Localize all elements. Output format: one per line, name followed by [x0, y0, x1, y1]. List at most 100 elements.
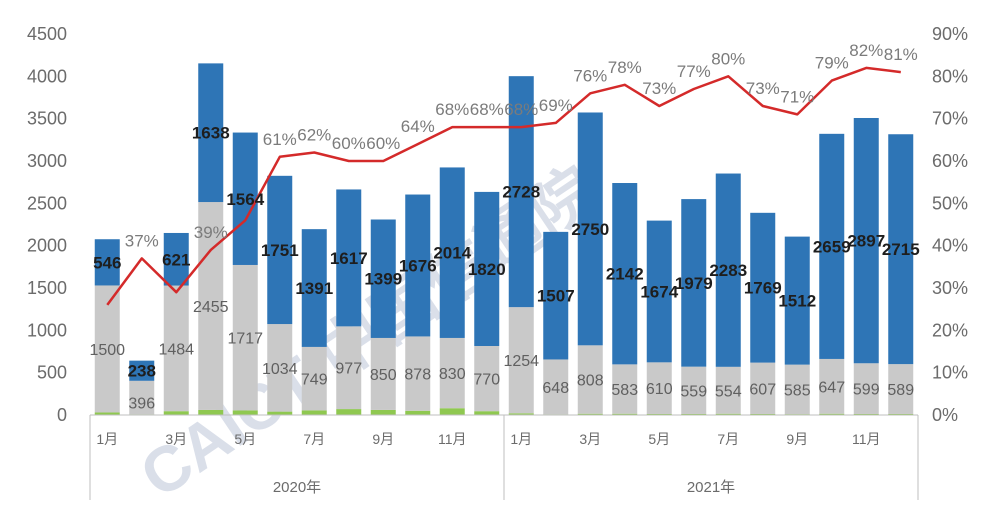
- blue-bar: [646, 220, 672, 363]
- blue-bar: [543, 231, 569, 360]
- gray-value-label: 554: [715, 383, 742, 400]
- gray-value-label: 1484: [158, 341, 194, 358]
- share-value-label: 82%: [849, 41, 883, 60]
- blue-value-label: 1617: [330, 249, 368, 268]
- blue-bar: [577, 112, 603, 346]
- gray-bar: [646, 362, 672, 414]
- y-left-tick: 4500: [27, 24, 67, 44]
- bottom-bar: [474, 411, 500, 415]
- gray-bar: [336, 326, 362, 410]
- y-left-tick: 2000: [27, 236, 67, 256]
- blue-bar: [819, 133, 845, 359]
- share-value-label: 60%: [366, 134, 400, 153]
- y-left-tick: 1500: [27, 278, 67, 298]
- gray-bar: [681, 366, 707, 414]
- blue-value-label: 2283: [709, 261, 747, 280]
- share-value-label: 78%: [608, 58, 642, 77]
- year-label: 2021年: [687, 479, 735, 496]
- share-value-label: 69%: [539, 96, 573, 115]
- share-line-path: [106, 66, 901, 306]
- share-value-label: 77%: [677, 62, 711, 81]
- x-tick-label: 1月: [96, 431, 118, 447]
- share-value-label: 80%: [711, 49, 745, 68]
- share-value-label: 73%: [642, 79, 676, 98]
- y-right-tick: 20%: [932, 320, 968, 340]
- gray-value-label: 585: [784, 382, 811, 399]
- gray-bar: [198, 202, 224, 410]
- data-labels: 1500 546 396 238 37% 1484 621 2455 1638 39% 1717 15…: [89, 41, 919, 412]
- share-line: [106, 66, 901, 306]
- x-tick-label: 11月: [852, 431, 881, 447]
- blue-value-label: 1512: [778, 292, 816, 311]
- bottom-bar: [267, 411, 293, 415]
- y-left-tick: 500: [37, 363, 67, 383]
- blue-value-label: 1979: [675, 274, 713, 293]
- blue-bar: [94, 239, 120, 286]
- blue-value-label: 2715: [882, 240, 920, 259]
- gray-bar: [577, 345, 603, 414]
- y-left-tick: 0: [57, 405, 67, 425]
- blue-value-label: 2142: [606, 265, 644, 284]
- blue-value-label: 621: [162, 250, 190, 269]
- blue-bar: [474, 191, 500, 346]
- share-value-label: 37%: [125, 231, 159, 250]
- share-value-label: 60%: [332, 134, 366, 153]
- gray-bar: [543, 359, 569, 415]
- bottom-bar: [750, 413, 776, 415]
- gray-value-label: 1034: [262, 361, 298, 378]
- y-right-tick: 40%: [932, 236, 968, 256]
- share-value-label: 64%: [401, 117, 435, 136]
- share-value-label: 68%: [504, 100, 538, 119]
- blue-value-label: 2728: [502, 183, 540, 202]
- bottom-bar: [94, 412, 120, 415]
- blue-bar: [888, 134, 914, 365]
- x-tick-label: 3月: [165, 431, 187, 447]
- blue-bar: [163, 232, 189, 286]
- share-value-label: 71%: [780, 87, 814, 106]
- gray-value-label: 1717: [227, 331, 263, 348]
- gray-value-label: 830: [439, 366, 466, 383]
- blue-value-label: 2750: [571, 220, 609, 239]
- share-value-label: 79%: [815, 54, 849, 73]
- blue-value-label: 1674: [640, 282, 678, 301]
- gray-value-label: 977: [335, 361, 362, 378]
- blue-bar: [405, 194, 431, 337]
- x-tick-label: 1月: [510, 431, 532, 447]
- gray-value-label: 770: [473, 372, 500, 389]
- bottom-bar: [888, 413, 914, 415]
- x-tick-label: 11月: [438, 431, 467, 447]
- y-left-tick: 3000: [27, 151, 67, 171]
- gray-bar: [853, 363, 879, 414]
- x-tick-label: 5月: [648, 431, 670, 447]
- blue-bar: [336, 189, 362, 327]
- gray-bar: [405, 336, 431, 411]
- gray-bar: [888, 364, 914, 414]
- gray-value-label: 808: [577, 373, 604, 390]
- x-tick-label: 7月: [717, 431, 739, 447]
- blue-bar: [232, 132, 258, 265]
- blue-bar: [853, 117, 879, 364]
- blue-value-label: 1638: [192, 124, 230, 143]
- gray-value-label: 589: [887, 382, 914, 399]
- bars: [94, 63, 914, 415]
- share-value-label: 39%: [194, 223, 228, 242]
- gray-value-label: 648: [542, 380, 569, 397]
- year-label: 2020年: [273, 479, 321, 496]
- y-left-tick: 2500: [27, 193, 67, 213]
- gray-bar: [508, 307, 534, 414]
- gray-value-label: 850: [370, 367, 397, 384]
- gray-bar: [612, 364, 638, 414]
- blue-bar: [301, 229, 327, 347]
- blue-bar: [198, 63, 224, 203]
- blue-bar: [129, 360, 155, 381]
- gray-bar: [439, 337, 465, 409]
- blue-value-label: 2014: [433, 244, 471, 263]
- x-tick-label: 9月: [372, 431, 394, 447]
- x-tick-label: 9月: [786, 431, 808, 447]
- blue-value-label: 1507: [537, 287, 575, 306]
- x-tick-label: 3月: [579, 431, 601, 447]
- share-value-label: 68%: [435, 100, 469, 119]
- gray-value-label: 607: [749, 381, 776, 398]
- blue-value-label: 1769: [744, 279, 782, 298]
